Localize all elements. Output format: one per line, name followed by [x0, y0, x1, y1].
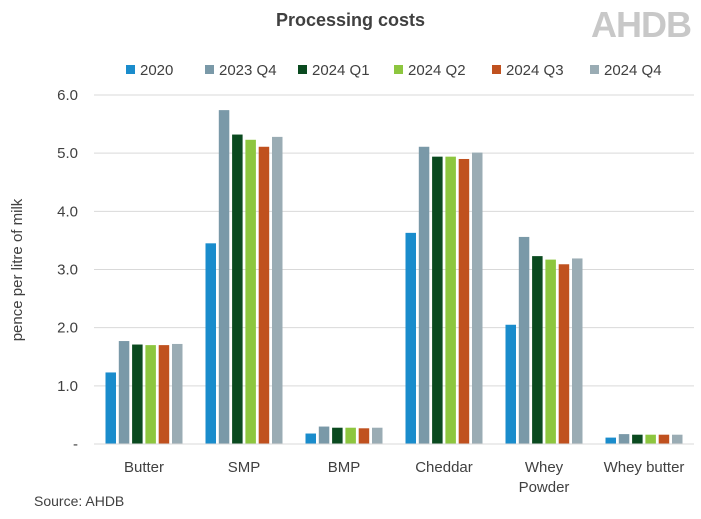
bar-whey-butter-2024-q2: [645, 434, 656, 444]
bar-whey-butter-2024-q3: [658, 434, 670, 444]
legend-label-2024-q4: 2024 Q4: [604, 62, 662, 79]
y-tick-label: 1.0: [57, 378, 78, 395]
bar-whey-powder-2024-q1: [532, 256, 543, 444]
legend: 2020 2023 Q4 2024 Q1 2024 Q2 2024 Q3 2024 Q4: [126, 62, 662, 79]
x-tick-label-line: Butter: [124, 459, 164, 476]
bar-bmp-2024-q1: [332, 427, 343, 444]
x-tick-label-line: Cheddar: [415, 459, 473, 476]
bar-smp-2024-q1: [232, 134, 243, 444]
bar-butter-2024-q4: [172, 343, 183, 444]
legend-swatch-2024-q4: [590, 65, 599, 74]
bar-whey-powder-2020: [505, 324, 516, 444]
bar-butter-2024-q2: [145, 345, 156, 444]
bar-whey-butter-2024-q1: [632, 434, 643, 444]
legend-label-2020: 2020: [140, 62, 173, 79]
x-tick-label-line: Powder: [519, 479, 570, 496]
gridlines: [94, 94, 694, 445]
legend-swatch-2024-q1: [298, 65, 307, 74]
x-tick-label: Whey butter: [604, 459, 685, 476]
bar-smp-2024-q2: [245, 139, 256, 444]
y-tick-label: 2.0: [57, 320, 78, 337]
bar-butter-2020: [105, 372, 116, 444]
bar-whey-powder-2024-q4: [572, 258, 583, 444]
bar-cheddar-2024-q3: [458, 158, 470, 444]
x-tick-label-line: SMP: [228, 459, 261, 476]
bar-bmp-2023-q4: [318, 426, 330, 444]
bar-whey-butter-2023-q4: [618, 434, 630, 444]
bar-cheddar-2024-q1: [432, 156, 443, 444]
x-tick-label: Whey Powder: [519, 459, 570, 496]
bar-smp-2023-q4: [218, 110, 230, 444]
y-tick-label: -: [73, 436, 78, 453]
bars: [105, 110, 683, 445]
bar-whey-powder-2024-q2: [545, 259, 556, 444]
bar-smp-2024-q4: [272, 136, 283, 444]
bar-whey-butter-2020: [605, 437, 616, 444]
bar-cheddar-2024-q4: [472, 152, 483, 444]
y-axis: - 1.0 2.0 3.0 4.0 5.0 6.0: [57, 87, 78, 453]
bar-smp-2024-q3: [258, 146, 270, 445]
legend-label-2024-q2: 2024 Q2: [408, 62, 466, 79]
bar-smp-2020: [205, 243, 216, 444]
x-tick-label-line: Whey: [525, 459, 564, 476]
x-tick-label: BMP: [328, 459, 361, 476]
legend-label-2023-q4: 2023 Q4: [219, 62, 277, 79]
y-tick-label: 5.0: [57, 145, 78, 162]
bar-whey-powder-2023-q4: [518, 236, 530, 444]
bar-whey-powder-2024-q3: [558, 264, 570, 444]
bar-bmp-2024-q2: [345, 427, 356, 444]
x-tick-label-line: Whey butter: [604, 459, 685, 476]
x-tick-label-line: BMP: [328, 459, 361, 476]
x-tick-label: Cheddar: [415, 459, 473, 476]
source-note: Source: AHDB: [34, 493, 125, 509]
y-tick-label: 4.0: [57, 203, 78, 220]
bar-butter-2024-q3: [158, 345, 170, 444]
bar-cheddar-2024-q2: [445, 156, 456, 444]
bar-cheddar-2023-q4: [418, 146, 430, 445]
bar-cheddar-2020: [405, 232, 416, 444]
bar-bmp-2024-q3: [358, 428, 370, 444]
legend-label-2024-q1: 2024 Q1: [312, 62, 370, 79]
legend-swatch-2024-q3: [492, 65, 501, 74]
bar-bmp-2024-q4: [372, 427, 383, 444]
bar-whey-butter-2024-q4: [672, 434, 683, 444]
legend-label-2024-q3: 2024 Q3: [506, 62, 564, 79]
chart-title: Processing costs: [275, 10, 426, 30]
ahdb-logo: AHDB: [591, 4, 692, 45]
x-tick-label: Butter: [124, 459, 164, 476]
bar-butter-2023-q4: [118, 341, 130, 444]
y-tick-label: 6.0: [57, 87, 78, 104]
legend-swatch-2024-q2: [394, 65, 403, 74]
x-tick-label: SMP: [228, 459, 261, 476]
bar-bmp-2020: [305, 433, 316, 444]
bar-butter-2024-q1: [132, 344, 143, 444]
legend-swatch-2020: [126, 65, 135, 74]
legend-swatch-2023-q4: [205, 65, 214, 74]
y-axis-title: pence per litre of milk: [9, 198, 26, 341]
x-axis: Butter SMP BMP Cheddar Whey Powder Whey butter: [94, 443, 694, 496]
y-tick-label: 3.0: [57, 262, 78, 279]
